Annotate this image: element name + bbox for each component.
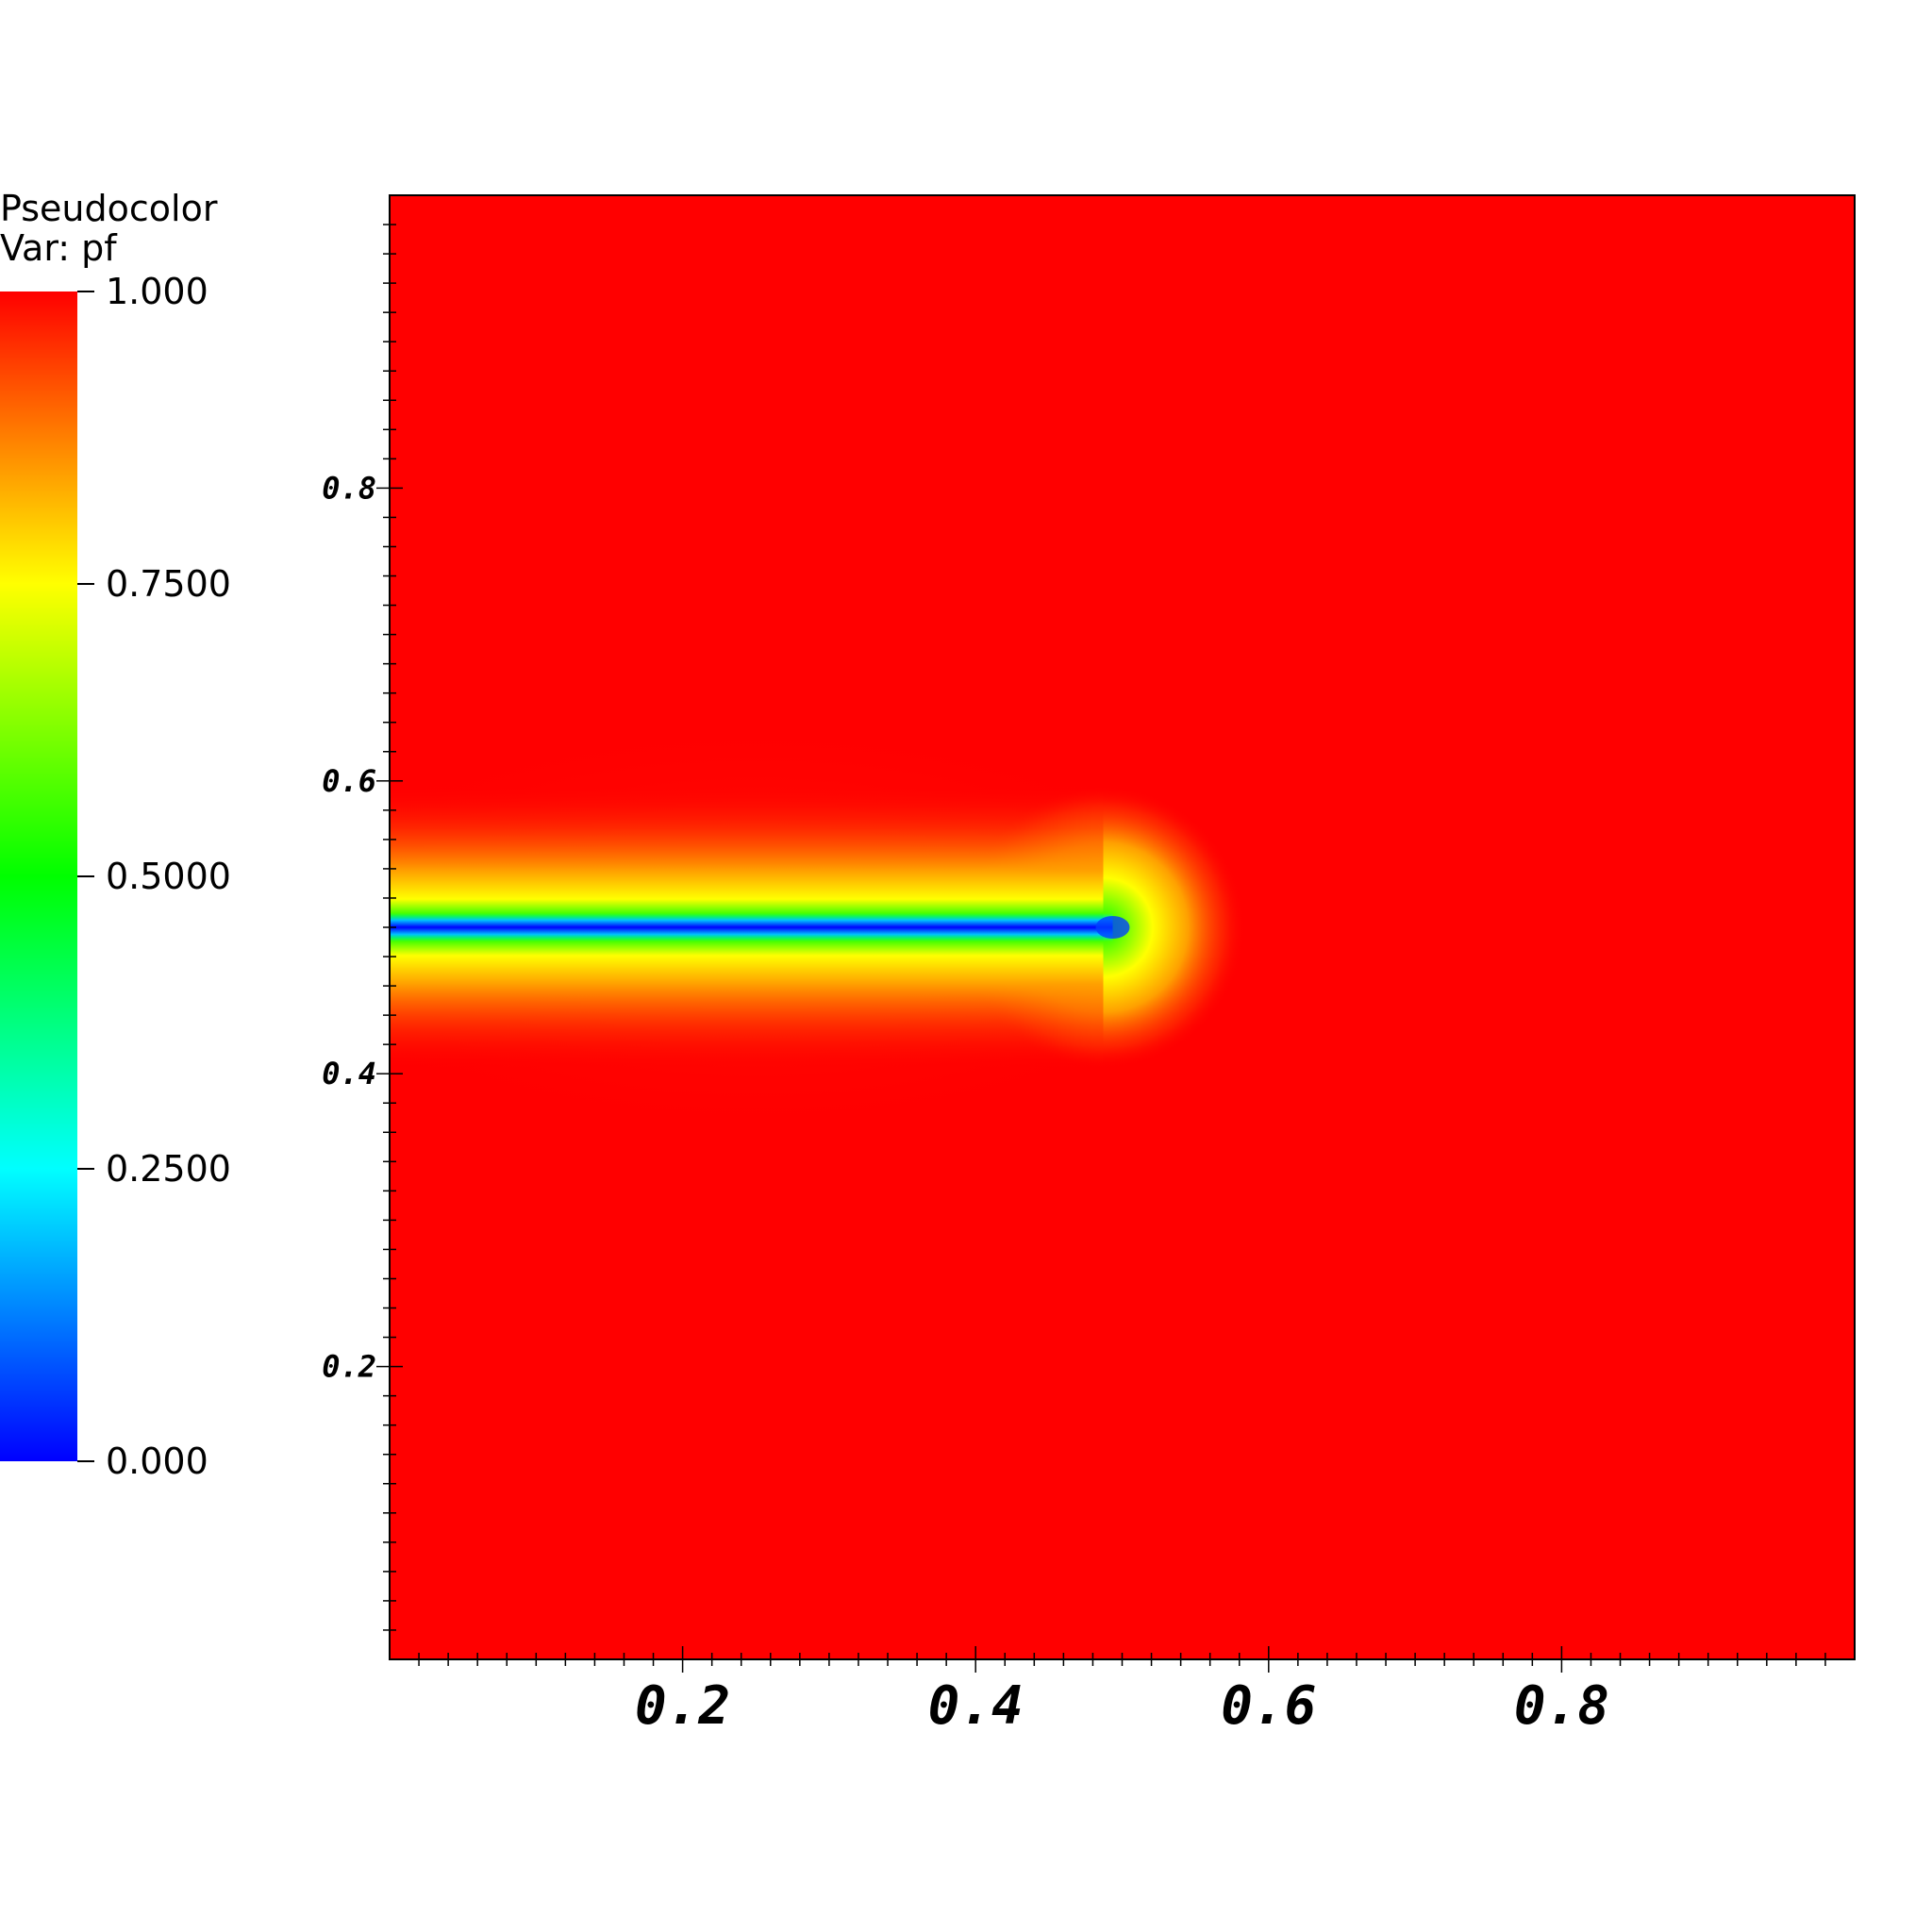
x-tick-label: 0.6 bbox=[1221, 1675, 1316, 1737]
colorbar-tick-mark bbox=[77, 291, 94, 292]
colorbar-tick-label: 1.000 bbox=[106, 271, 208, 312]
y-tick-label: 0.6 bbox=[322, 763, 376, 799]
x-tick-label: 0.2 bbox=[635, 1675, 730, 1737]
y-tick-label: 0.4 bbox=[322, 1056, 376, 1091]
axis-ticks bbox=[376, 224, 1826, 1673]
legend-title-variable: Var: pf bbox=[0, 227, 117, 269]
y-tick-label: 0.2 bbox=[322, 1349, 376, 1385]
colorbar-tick-mark bbox=[77, 583, 94, 585]
colorbar bbox=[0, 291, 77, 1461]
colorbar-tick-mark bbox=[77, 875, 94, 877]
colorbar-tick-label: 0.000 bbox=[106, 1441, 208, 1482]
crack-tip-core bbox=[1095, 916, 1130, 939]
legend-title: Pseudocolor Var: pf bbox=[0, 189, 217, 268]
crack-core bbox=[390, 913, 1113, 941]
field-layer bbox=[390, 710, 1283, 1144]
colorbar-tick-mark bbox=[77, 1460, 94, 1462]
y-tick-label: 0.8 bbox=[322, 470, 376, 506]
colorbar-tick-label: 0.7500 bbox=[106, 563, 231, 605]
colorbar-tick-label: 0.5000 bbox=[106, 856, 231, 897]
legend-title-plot-type: Pseudocolor bbox=[0, 188, 218, 229]
x-tick-label: 0.4 bbox=[928, 1675, 1024, 1737]
colorbar-tick-mark bbox=[77, 1168, 94, 1170]
axis-labels: 0.2 0.4 0.6 0.8 0.2 0.4 0.6 0.8 bbox=[322, 470, 1609, 1737]
x-tick-label: 0.8 bbox=[1514, 1675, 1609, 1737]
colorbar-tick-label: 0.2500 bbox=[106, 1148, 231, 1190]
